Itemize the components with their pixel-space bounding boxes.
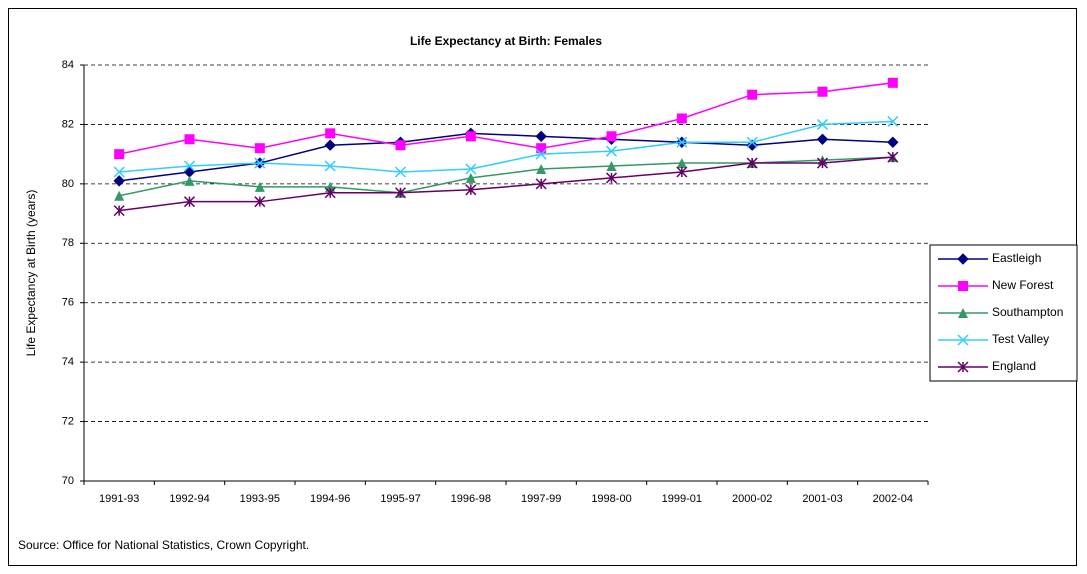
data-point (465, 184, 477, 196)
x-tick-label: 2002-04 (873, 493, 913, 505)
data-point (747, 89, 758, 100)
data-point (535, 130, 547, 143)
data-point (887, 151, 899, 163)
data-point (254, 143, 265, 154)
data-point (324, 160, 336, 172)
data-point (324, 139, 336, 151)
data-point (676, 113, 687, 124)
legend-marker (957, 253, 969, 265)
data-point (324, 187, 336, 199)
data-point (676, 166, 688, 178)
data-point (394, 187, 407, 199)
data-point (605, 172, 618, 184)
data-point (676, 158, 687, 169)
data-point (887, 115, 899, 127)
legend-label: New Forest (992, 278, 1054, 292)
data-point (816, 133, 829, 145)
data-point (183, 160, 196, 172)
x-tick-label: 1991-93 (99, 493, 139, 505)
data-point (254, 157, 266, 169)
data-point (254, 181, 265, 192)
data-point (676, 136, 688, 148)
data-point (536, 143, 547, 154)
y-tick-label: 70 (62, 475, 74, 487)
legend-label: Southampton (992, 305, 1063, 319)
data-point (817, 86, 828, 97)
y-axis-label: Life Expectancy at Birth (years) (24, 190, 38, 357)
y-tick-label: 74 (62, 356, 74, 368)
legend-label: Test Valley (992, 332, 1049, 346)
series-line (119, 132, 893, 182)
data-point (114, 149, 125, 160)
x-tick-label: 1995-97 (380, 493, 420, 505)
data-point (606, 131, 617, 142)
y-tick-label: 80 (62, 178, 74, 190)
y-tick-label: 72 (62, 415, 74, 427)
x-tick-label: 1996-98 (451, 493, 491, 505)
data-point (254, 196, 266, 208)
data-point (184, 134, 195, 145)
y-tick-label: 82 (62, 118, 74, 130)
legend-marker (957, 361, 969, 373)
data-point (887, 136, 899, 148)
y-tick-label: 78 (62, 237, 74, 249)
data-point (605, 145, 618, 157)
chart-border (8, 8, 1077, 566)
legend-marker (958, 308, 968, 318)
x-tick-label: 1998-00 (591, 493, 631, 505)
data-point (746, 157, 758, 169)
legend-marker (958, 281, 968, 291)
data-point (535, 148, 547, 160)
x-tick-label: 1992-94 (169, 493, 209, 505)
x-tick-label: 1994-96 (310, 493, 350, 505)
x-tick-label: 1999-01 (662, 493, 702, 505)
data-point (536, 164, 547, 174)
data-point (816, 157, 829, 169)
x-tick-label: 2001-03 (802, 493, 842, 505)
data-point (606, 161, 617, 172)
series-line (119, 156, 893, 212)
data-point (113, 175, 125, 187)
data-point (184, 175, 195, 186)
y-tick-label: 84 (62, 59, 74, 71)
data-point (535, 178, 547, 190)
data-point (746, 136, 758, 148)
x-tick-label: 1997-99 (521, 493, 561, 505)
x-tick-label: 2000-02 (732, 493, 772, 505)
chart-title: Life Expectancy at Birth: Females (410, 34, 602, 48)
data-point (113, 166, 125, 178)
data-point (887, 77, 898, 88)
data-point (395, 140, 406, 151)
series-line (119, 82, 893, 155)
data-point (183, 196, 196, 208)
legend-label: England (992, 359, 1036, 373)
source-note: Source: Office for National Statistics, … (18, 538, 309, 552)
data-point (113, 205, 125, 217)
y-tick-label: 76 (62, 297, 74, 309)
legend-label: Eastleigh (992, 251, 1041, 265)
data-point (465, 163, 477, 175)
legend-marker (957, 334, 969, 346)
data-point (394, 166, 407, 178)
data-point (114, 190, 125, 201)
data-point (816, 118, 829, 130)
series-line (119, 120, 893, 173)
x-tick-label: 1993-95 (240, 493, 280, 505)
data-point (465, 131, 476, 142)
data-point (325, 128, 336, 139)
data-point (465, 172, 476, 183)
